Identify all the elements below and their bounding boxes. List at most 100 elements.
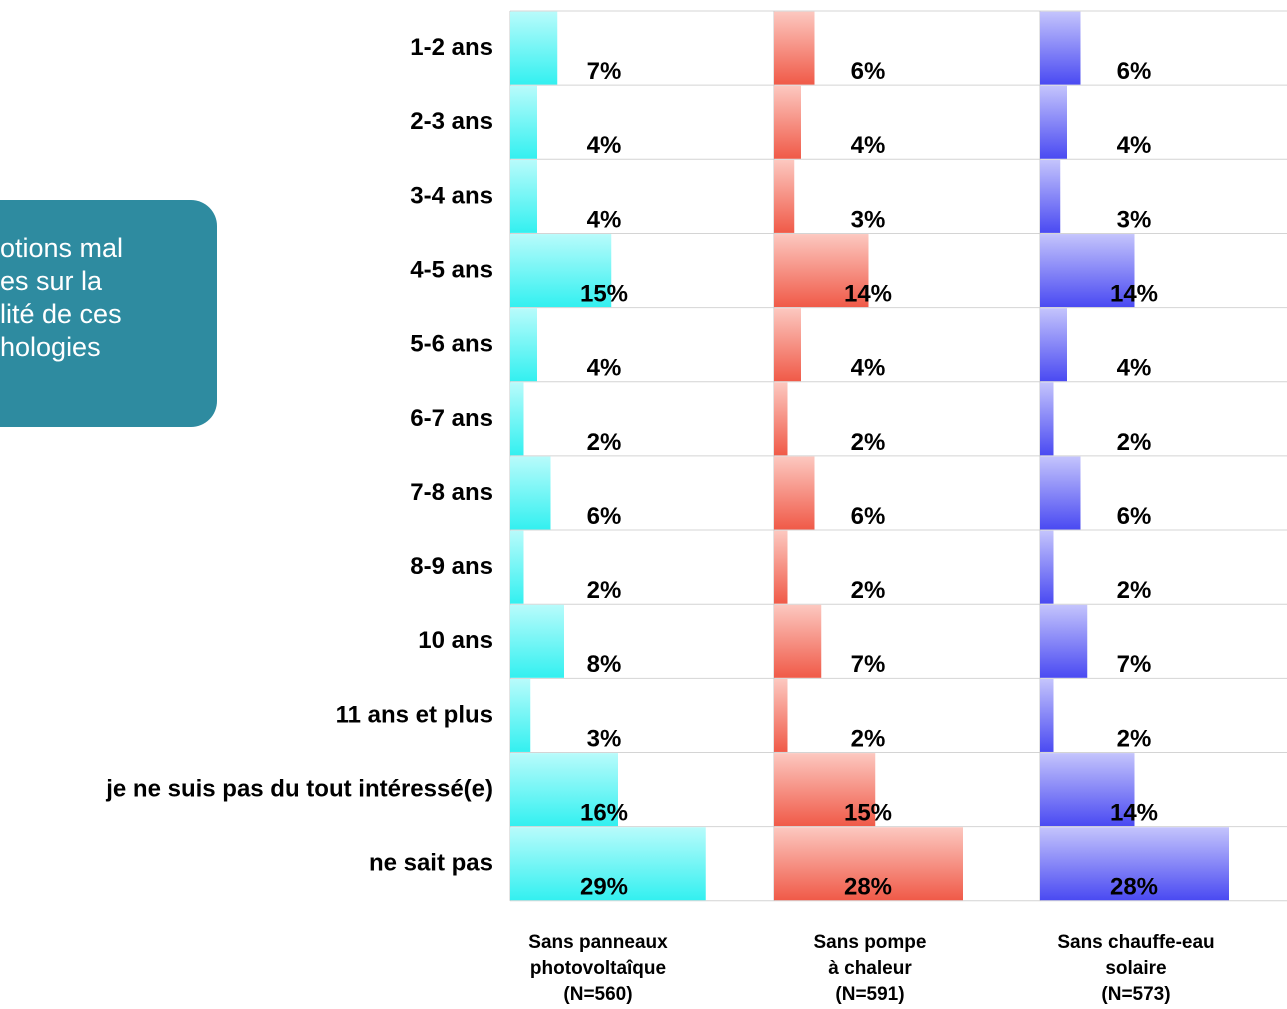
category-label: 7-8 ans [410, 479, 493, 506]
data-label: 6% [1117, 58, 1152, 85]
callout-line: lité de ces [0, 299, 122, 329]
bar [774, 308, 801, 382]
data-label: 15% [580, 280, 628, 307]
category-label: 2-3 ans [410, 108, 493, 135]
bar [774, 382, 788, 456]
category-label: je ne suis pas du tout intéressé(e) [105, 776, 493, 803]
bar [774, 456, 815, 530]
callout-line: es sur la [0, 266, 103, 296]
category-label: 1-2 ans [410, 34, 493, 61]
bar [510, 827, 706, 901]
category-label: 8-9 ans [410, 553, 493, 580]
category-label: 5-6 ans [410, 331, 493, 358]
data-label: 14% [844, 280, 892, 307]
series-label: photovoltaîque [530, 958, 666, 979]
callout-line: otions mal [0, 233, 124, 263]
data-label: 3% [1117, 206, 1152, 233]
data-label: 4% [1117, 132, 1152, 159]
data-label: 14% [1110, 280, 1158, 307]
data-label: 4% [1117, 355, 1152, 382]
bar [1040, 456, 1081, 530]
bar [1040, 11, 1081, 85]
bar [510, 678, 531, 752]
bar [1040, 234, 1135, 308]
data-label: 29% [580, 874, 628, 901]
series-label: Sans panneaux [528, 932, 668, 953]
bar [1040, 85, 1067, 159]
bar [774, 753, 876, 827]
bar [1040, 753, 1135, 827]
bar [774, 678, 788, 752]
bar [510, 234, 612, 308]
bar [1040, 308, 1067, 382]
data-label: 3% [587, 725, 622, 752]
series-label: (N=591) [835, 984, 904, 1005]
series-label: (N=560) [563, 984, 632, 1005]
data-label: 14% [1110, 800, 1158, 827]
bar [1040, 382, 1054, 456]
bar [1040, 604, 1088, 678]
data-label: 3% [851, 206, 886, 233]
callout-line: hologies [0, 332, 101, 362]
bar [510, 308, 537, 382]
bar [774, 11, 815, 85]
data-label: 2% [1117, 725, 1152, 752]
data-label: 4% [851, 355, 886, 382]
data-label: 2% [1117, 577, 1152, 604]
category-label: 10 ans [418, 627, 493, 654]
data-label: 2% [1117, 429, 1152, 456]
data-label: 28% [844, 874, 892, 901]
series-label: solaire [1105, 958, 1166, 979]
bar [774, 604, 822, 678]
data-label: 2% [851, 429, 886, 456]
bar [1040, 159, 1061, 233]
bar [774, 530, 788, 604]
data-label: 2% [587, 577, 622, 604]
series-label: à chaleur [828, 958, 912, 979]
series-label: Sans chauffe-eau [1057, 932, 1214, 953]
data-label: 4% [587, 355, 622, 382]
category-label: 3-4 ans [410, 182, 493, 209]
bar [774, 827, 963, 901]
data-label: 8% [587, 651, 622, 678]
bar [510, 753, 618, 827]
data-label: 15% [844, 800, 892, 827]
data-label: 6% [851, 503, 886, 530]
category-label: 6-7 ans [410, 405, 493, 432]
data-label: 7% [587, 58, 622, 85]
category-label: 4-5 ans [410, 256, 493, 283]
data-label: 2% [587, 429, 622, 456]
category-label: 11 ans et plus [336, 701, 493, 728]
data-label: 6% [1117, 503, 1152, 530]
series-label: Sans pompe [814, 932, 927, 953]
bar [510, 604, 564, 678]
data-label: 2% [851, 577, 886, 604]
data-label: 28% [1110, 874, 1158, 901]
bar [774, 159, 795, 233]
grid [509, 10, 1287, 902]
category-label: ne sait pas [369, 850, 493, 877]
data-label: 6% [851, 58, 886, 85]
callout-box: otions mal es sur la lité de ces hologie… [0, 200, 217, 427]
bar [510, 159, 537, 233]
bar [774, 234, 869, 308]
data-label: 4% [851, 132, 886, 159]
bars [510, 11, 1229, 901]
bar [510, 382, 524, 456]
series-label: (N=573) [1101, 984, 1170, 1005]
bar [510, 85, 537, 159]
bar [510, 11, 558, 85]
data-label: 16% [580, 800, 628, 827]
data-label: 6% [587, 503, 622, 530]
bar [510, 456, 551, 530]
bar [1040, 530, 1054, 604]
data-label: 4% [587, 206, 622, 233]
bar [510, 530, 524, 604]
bar [1040, 678, 1054, 752]
data-label: 2% [851, 725, 886, 752]
bar [774, 85, 801, 159]
bar [1040, 827, 1229, 901]
labels: 1-2 ans 2-3 ans 3-4 ans 4-5 ans 5-6 ans 6-7 a… [105, 34, 1214, 1005]
data-label: 7% [851, 651, 886, 678]
